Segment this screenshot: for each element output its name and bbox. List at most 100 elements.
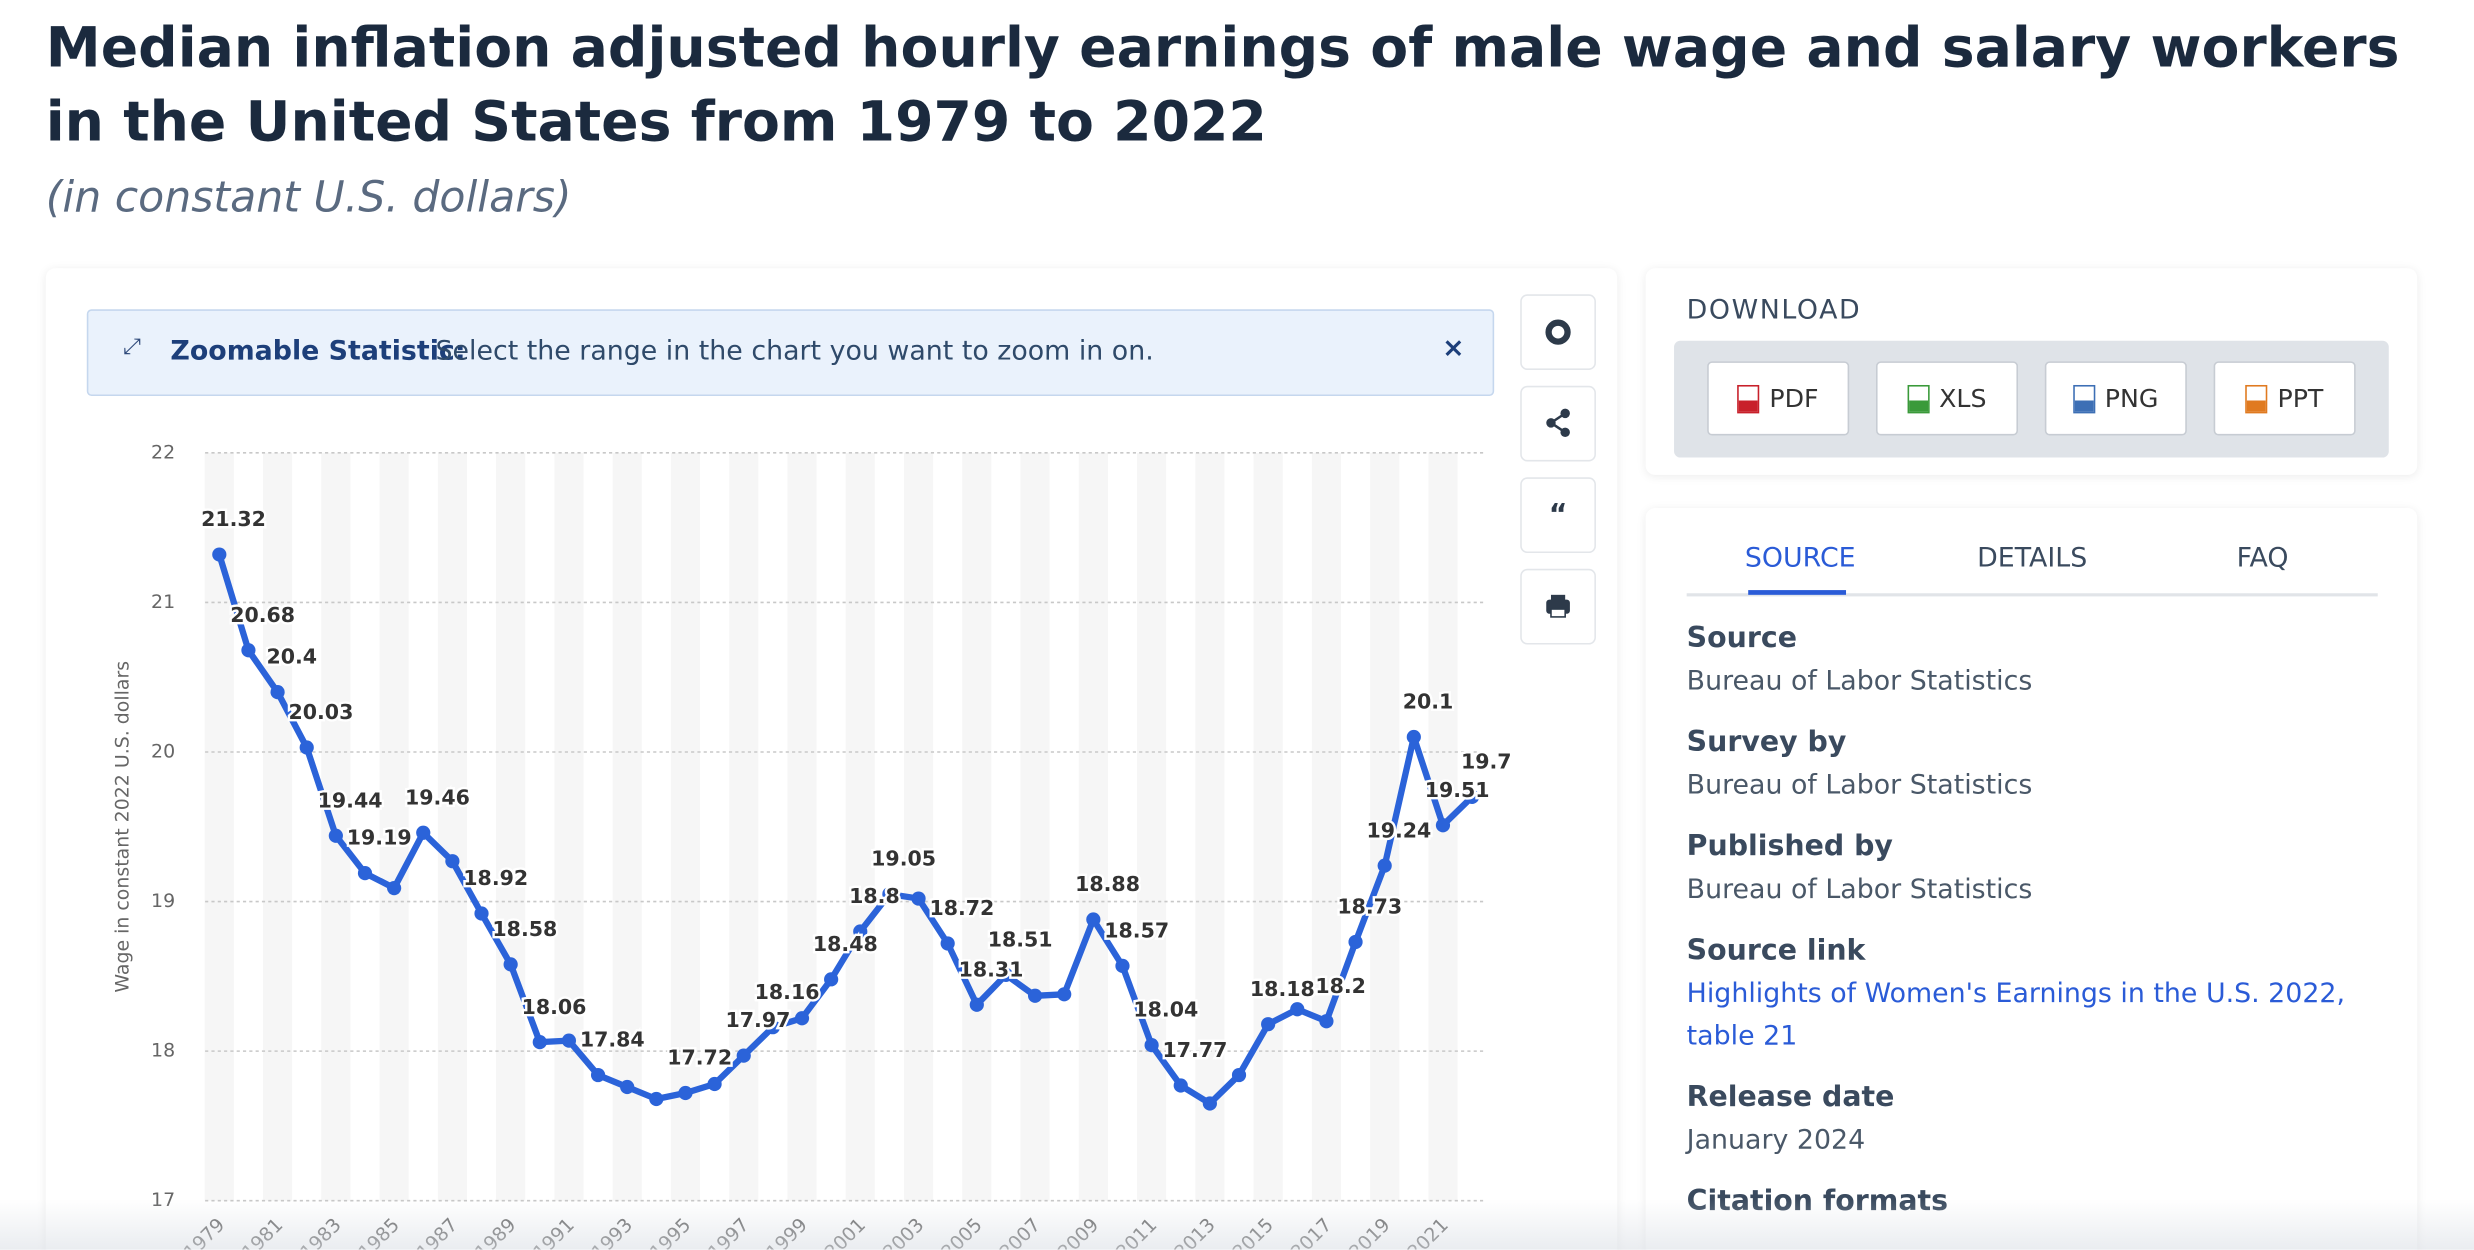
data-point xyxy=(357,866,373,881)
expand-icon: ⤢ xyxy=(123,334,141,360)
data-point xyxy=(1319,1014,1334,1029)
data-label: 17.72 xyxy=(667,1046,732,1070)
data-point xyxy=(736,1048,751,1063)
data-point xyxy=(765,1020,780,1035)
file-icon xyxy=(2073,384,2096,413)
column-band xyxy=(1137,452,1167,1201)
data-label: 19.44 xyxy=(318,788,383,812)
data-label: 18.04 xyxy=(1133,998,1198,1022)
source-field: Source link Highlights of Women's Earning… xyxy=(1687,934,2381,1059)
tab[interactable]: FAQ xyxy=(2236,542,2289,575)
column-band xyxy=(437,452,467,1201)
data-label: 18.48 xyxy=(813,932,878,956)
chart-title: Median inflation adjusted hourly earning… xyxy=(45,17,2400,155)
field-label: Release date xyxy=(1686,1080,1895,1114)
data-point xyxy=(1231,1067,1247,1083)
file-icon xyxy=(1907,384,1930,413)
print-button[interactable] xyxy=(1520,568,1596,645)
data-point xyxy=(678,1085,693,1101)
data-point xyxy=(1435,818,1451,833)
file-icon xyxy=(2245,384,2269,413)
data-label: 18.88 xyxy=(1075,872,1140,896)
data-label: 18.31 xyxy=(959,957,1024,981)
field-label: Source xyxy=(1686,621,1797,655)
data-point xyxy=(998,967,1014,982)
source-card: SOURCE DETAILS FAQ Source Bureau of Labor S… xyxy=(1645,508,2418,1250)
data-point xyxy=(969,997,984,1012)
data-label: 18.58 xyxy=(492,917,557,941)
data-label: 20.4 xyxy=(266,645,317,669)
data-label: 20.03 xyxy=(288,700,353,724)
toolbar: “ xyxy=(1520,294,1596,645)
data-point xyxy=(911,891,926,906)
data-label: 18.92 xyxy=(463,866,528,890)
data-label: 18.06 xyxy=(522,995,587,1019)
source-field: Published by Bureau of Labor Statistics xyxy=(1687,830,2381,912)
field-value: Bureau of Labor Statistics xyxy=(1686,874,2033,906)
column-band xyxy=(1078,452,1108,1201)
data-label: 18.57 xyxy=(1104,918,1169,942)
settings-button[interactable] xyxy=(1520,294,1596,370)
y-tick-label: 21 xyxy=(151,591,175,613)
field-value[interactable]: Highlights of Women's Earnings in the U.… xyxy=(1686,978,2345,1053)
tab[interactable]: SOURCE xyxy=(1744,542,1856,575)
column-band xyxy=(962,452,992,1201)
data-point xyxy=(1144,1038,1159,1053)
download-label: XLS xyxy=(1939,383,1987,414)
column-band xyxy=(379,452,409,1201)
source-field: Source Bureau of Labor Statistics xyxy=(1687,622,2381,704)
data-point xyxy=(1464,789,1480,804)
active-tab-underline xyxy=(1748,590,1847,595)
download-button[interactable]: PDF xyxy=(1707,361,1850,436)
data-point xyxy=(1377,858,1392,873)
data-label: 18.72 xyxy=(929,896,994,920)
data-point xyxy=(1086,912,1101,927)
column-band xyxy=(670,452,701,1201)
close-button[interactable]: × xyxy=(1442,332,1465,365)
data-label: 18.16 xyxy=(755,980,820,1004)
data-point xyxy=(649,1091,664,1107)
data-point xyxy=(1261,1017,1276,1032)
data-label: 17.77 xyxy=(1163,1038,1228,1062)
data-label: 18.8 xyxy=(849,884,900,908)
data-point xyxy=(590,1067,606,1083)
column-band xyxy=(1253,452,1283,1201)
column-band xyxy=(729,452,759,1201)
data-label: 18.18 xyxy=(1250,977,1315,1001)
source-field: Release date January 2024 xyxy=(1687,1081,2381,1163)
column-band xyxy=(1311,452,1341,1201)
download-button[interactable]: PPT xyxy=(2213,361,2356,436)
field-value: January 2024 xyxy=(1686,1124,1866,1157)
data-point xyxy=(1406,729,1421,745)
zoom-text: Select the range in the chart you want t… xyxy=(435,336,1154,368)
data-point xyxy=(532,1035,547,1050)
data-point xyxy=(328,828,343,843)
column-band xyxy=(612,452,642,1201)
share-button[interactable] xyxy=(1520,385,1596,462)
data-point xyxy=(824,972,839,987)
data-point xyxy=(620,1079,635,1095)
data-point xyxy=(561,1033,577,1048)
download-button[interactable]: XLS xyxy=(1876,361,2019,436)
column-band xyxy=(496,452,526,1201)
field-value: Bureau of Labor Statistics xyxy=(1686,769,2033,802)
data-point xyxy=(1173,1078,1188,1093)
data-label: 18.73 xyxy=(1337,895,1402,919)
download-button[interactable]: PNG xyxy=(2044,361,2187,436)
download-title: DOWNLOAD xyxy=(1686,295,1862,327)
tab-rule xyxy=(1686,593,2378,597)
tab[interactable]: DETAILS xyxy=(1977,542,2088,575)
cite-button[interactable]: “ xyxy=(1520,477,1596,554)
data-label: 17.97 xyxy=(726,1008,791,1032)
data-point xyxy=(474,906,489,921)
data-label: 18.2 xyxy=(1315,974,1366,998)
zoom-label: Zoomable Statistic: xyxy=(170,336,466,368)
data-label: 19.24 xyxy=(1366,818,1431,842)
download-card: DOWNLOAD PDF XLS PNG PPT xyxy=(1645,268,2418,475)
data-label: 19.7 xyxy=(1461,749,1512,773)
data-point xyxy=(387,880,402,896)
column-band xyxy=(263,452,293,1201)
chart-subtitle: (in constant U.S. dollars) xyxy=(45,173,572,223)
